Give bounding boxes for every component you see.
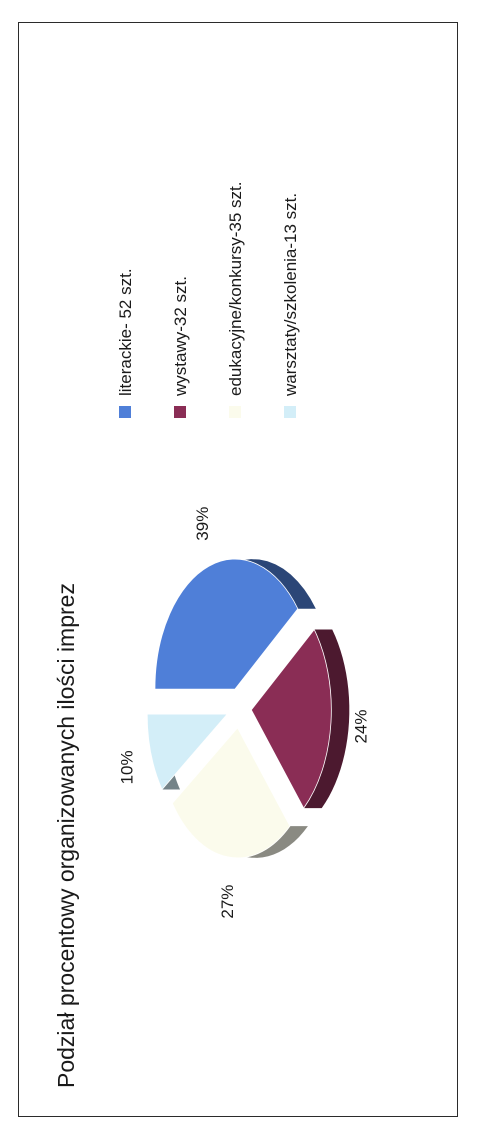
legend-label-warsztaty: warsztaty/szkolenia-13 szt.: [281, 193, 300, 397]
chart-frame: Podział procentowy organizowanych ilości…: [18, 22, 458, 1117]
pie-slice-edukacyjne: [171, 727, 291, 859]
pie-chart: 39% 24% 27% 10%: [118, 507, 371, 919]
legend-label-literackie: literackie- 52 szt.: [116, 268, 135, 396]
legend-swatch-wystawy: [174, 406, 186, 418]
legend-swatch-warsztaty: [284, 406, 296, 418]
legend-label-edukacyjne: edukacyjne/konkursy-35 szt.: [226, 182, 245, 397]
legend-label-wystawy: wystawy-32 szt.: [171, 276, 190, 397]
pie-slice-warsztaty: [146, 713, 229, 791]
pie-slice-literackie: [154, 558, 299, 690]
data-label-literackie: 39%: [193, 507, 212, 541]
legend-swatch-edukacyjne: [229, 406, 241, 418]
legend-swatch-literackie: [119, 406, 131, 418]
chart-title: Podział procentowy organizowanych ilości…: [53, 583, 79, 1088]
data-label-wystawy: 24%: [352, 709, 371, 743]
chart-svg: Podział procentowy organizowanych ilości…: [53, 182, 371, 1089]
chart-legend: literackie- 52 szt. wystawy-32 szt. edukac…: [116, 182, 300, 418]
data-label-edukacyjne: 27%: [218, 885, 237, 919]
pie-slice-side-wystawy: [303, 629, 350, 809]
pie-slice-wystawy: [250, 628, 332, 809]
data-label-warsztaty: 10%: [118, 750, 137, 784]
